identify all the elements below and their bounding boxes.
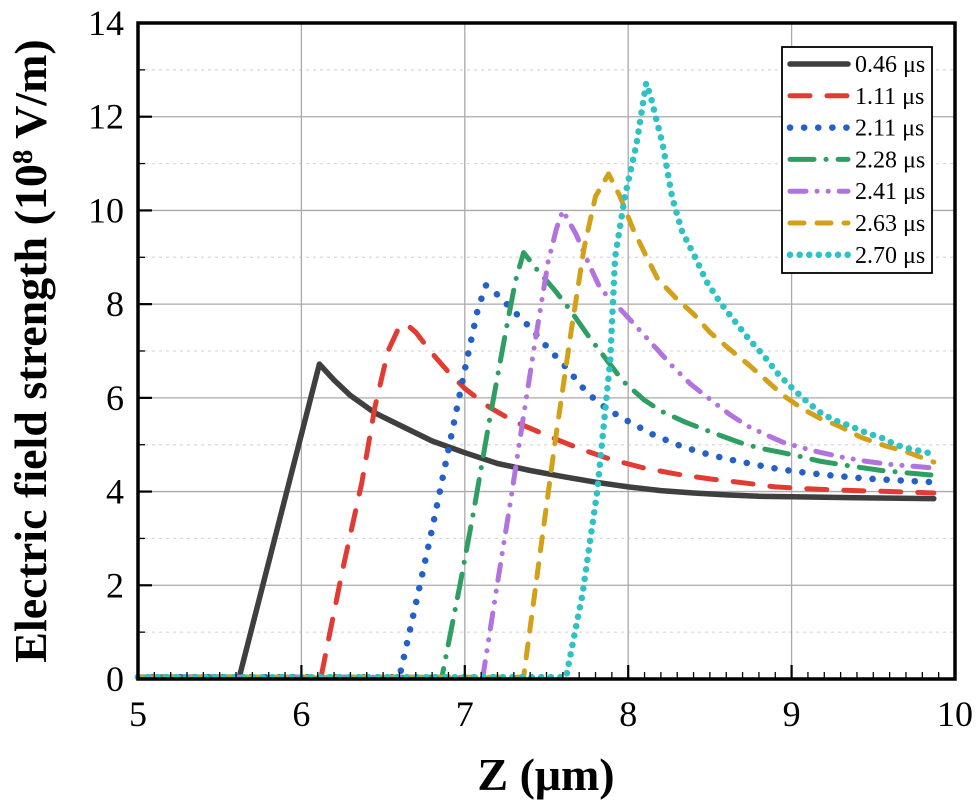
curves: [134, 79, 938, 681]
y-tick-label: 6: [106, 378, 124, 418]
y-axis-label-suffix: V/m): [5, 39, 56, 149]
y-axis-label-prefix: Electric field strength (10: [5, 164, 56, 663]
legend-label: 1.11 μs: [855, 84, 924, 110]
x-tick-label: 6: [292, 694, 310, 734]
curve-2.41μs: [135, 207, 937, 680]
curve-2.28μs: [135, 250, 937, 680]
legend-label: 2.28 μs: [855, 147, 925, 173]
axis-ticks: [136, 21, 957, 681]
y-axis-label-superscript: 8: [7, 150, 39, 165]
curve-0.46μs: [135, 361, 937, 680]
curve-2.11μs: [134, 282, 938, 681]
x-tick-label: 8: [619, 694, 637, 734]
legend-label: 0.46 μs: [855, 52, 925, 78]
curve-2.70μs: [134, 79, 938, 681]
curve-2.63μs: [135, 171, 937, 680]
x-tick-label: 9: [783, 694, 801, 734]
x-tick-label: 10: [937, 694, 973, 734]
y-tick-label: 0: [106, 659, 124, 699]
tick-labels: 5 6 7 8 9 10 0 2 4 6 8 10 12 14: [88, 3, 973, 734]
legend-label: 2.63 μs: [855, 211, 925, 237]
y-tick-label: 8: [106, 284, 124, 324]
x-axis-label: Z (μm): [477, 749, 614, 800]
x-tick-label: 7: [456, 694, 474, 734]
y-tick-label: 2: [106, 565, 124, 605]
y-axis-label: Electric field strength (108 V/m): [5, 39, 56, 662]
y-tick-label: 12: [88, 97, 124, 137]
y-tick-label: 10: [88, 190, 124, 230]
legend-label: 2.70 μs: [855, 243, 925, 269]
y-tick-label: 14: [88, 3, 124, 43]
x-tick-label: 5: [129, 694, 147, 734]
y-tick-label: 4: [106, 472, 124, 512]
legend: 0.46 μs 1.11 μs 2.11 μs 2.28 μs 2.41 μs 2.63 …: [781, 46, 933, 274]
legend-label: 2.11 μs: [855, 116, 924, 142]
legend-label: 2.41 μs: [855, 179, 925, 205]
